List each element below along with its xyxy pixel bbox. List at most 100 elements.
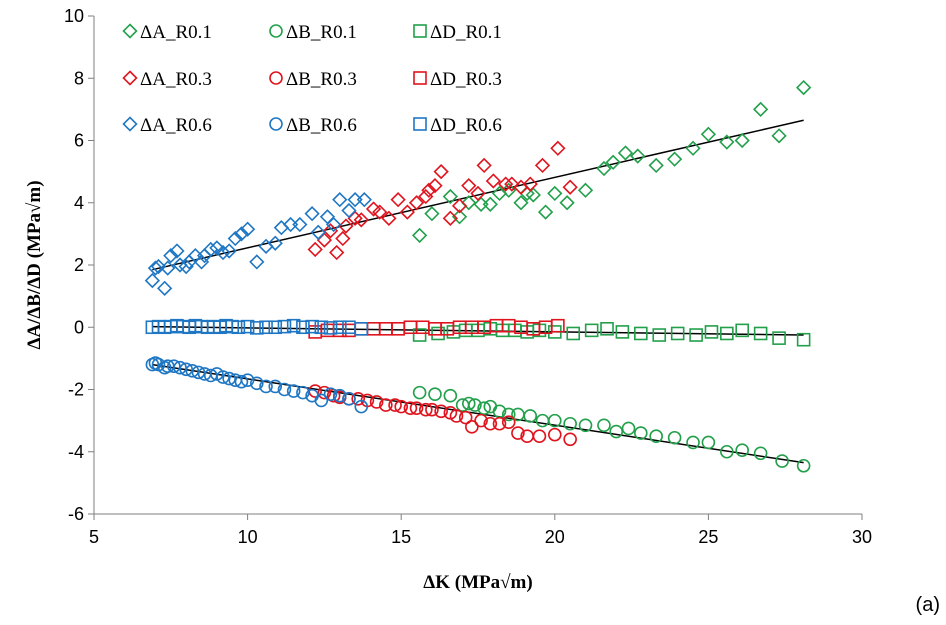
data-point-diamond: [482, 196, 498, 212]
data-point-diamond: [356, 192, 372, 208]
data-point-circle: [532, 429, 547, 443]
data-point-diamond: [498, 176, 514, 192]
data-point-diamond: [307, 241, 323, 258]
data-point-diamond: [433, 163, 449, 180]
data-point-square: [796, 332, 811, 347]
data-point-circle: [609, 424, 624, 439]
data-point-diamond: [547, 185, 563, 202]
data-point-circle: [388, 398, 402, 412]
data-point-diamond: [473, 196, 489, 212]
data-point-diamond: [221, 243, 237, 259]
data-point-circle: [547, 427, 562, 442]
data-point-square: [615, 325, 630, 339]
data-point-square: [240, 319, 255, 334]
data-point-circle: [317, 385, 332, 400]
data-point-diamond: [412, 227, 428, 244]
data-point-diamond: [700, 126, 717, 142]
data-point-diamond: [147, 260, 164, 276]
data-point-diamond: [390, 192, 406, 208]
data-point-circle: [511, 426, 525, 440]
data-point-square: [354, 322, 369, 336]
data-point-square: [250, 321, 264, 335]
legend: ΔA_R0.1 ΔB_R0.1 ΔD_R0.1 ΔA_R0.3 ΔB_R0.3 ΔD_R0…: [122, 22, 502, 136]
data-point-diamond: [249, 254, 265, 270]
data-point-square: [231, 320, 246, 335]
trendlines: [152, 119, 804, 464]
data-point-circle: [216, 370, 230, 384]
data-point-diamond: [666, 151, 683, 167]
data-point-diamond: [501, 182, 517, 198]
data-point-diamond: [605, 154, 621, 170]
data-point-diamond: [424, 206, 440, 222]
data-point-diamond: [325, 216, 342, 233]
data-point-diamond: [310, 224, 326, 240]
legend-marker-square: [413, 117, 427, 131]
legend-marker-square: [413, 71, 427, 85]
data-point-diamond: [227, 230, 243, 247]
data-point-square: [332, 320, 347, 335]
data-point-diamond: [534, 157, 551, 174]
data-point-circle: [332, 388, 347, 403]
data-point-diamond: [525, 187, 541, 203]
y-tick-label: 6: [74, 131, 84, 151]
y-tick-label: 0: [74, 317, 84, 337]
data-point-diamond: [427, 177, 443, 194]
data-point-circle: [621, 421, 636, 436]
data-point-circle: [259, 379, 273, 394]
data-points: [144, 79, 812, 473]
data-point-square: [772, 331, 786, 345]
data-point-diamond: [304, 206, 320, 222]
data-point-diamond: [442, 210, 458, 226]
data-point-diamond: [461, 177, 477, 194]
data-point-square: [566, 326, 581, 341]
legend-marker-diamond: [122, 23, 138, 39]
data-point-square: [600, 322, 614, 336]
data-point-diamond: [163, 248, 179, 264]
data-point-square: [428, 322, 442, 336]
data-point-square: [314, 320, 329, 335]
data-point-circle: [701, 435, 716, 450]
data-point-circle: [465, 420, 479, 434]
data-point-circle: [428, 387, 442, 401]
data-point-circle: [501, 415, 516, 429]
data-point-circle: [286, 384, 301, 398]
data-point-diamond: [476, 157, 492, 174]
data-point-circle: [409, 401, 424, 415]
y-tick-label: 4: [74, 193, 84, 213]
data-point-diamond: [353, 212, 369, 228]
data-point-circle: [173, 360, 187, 375]
data-point-circle: [720, 444, 734, 459]
data-point-diamond: [451, 198, 468, 214]
data-point-diamond: [347, 192, 363, 208]
data-point-diamond: [341, 202, 357, 219]
data-point-diamond: [577, 182, 594, 198]
data-point-square: [277, 319, 292, 334]
data-point-square: [704, 325, 719, 339]
data-point-diamond: [160, 260, 176, 276]
data-point-diamond: [338, 218, 354, 234]
data-point-circle: [443, 388, 458, 403]
legend-label: ΔB_R0.3: [286, 69, 357, 90]
x-tick-label: 25: [698, 527, 718, 547]
data-point-diamond: [209, 240, 225, 256]
data-point-circle: [775, 454, 789, 468]
data-point-circle: [403, 401, 418, 415]
data-point-square: [342, 323, 356, 338]
panel-label: (a): [916, 594, 940, 616]
axes: -6 -4 -2 0 2 4 6 8 10 5 10 15 20 25 30: [64, 6, 872, 547]
data-point-diamond: [322, 223, 339, 239]
data-point-circle: [425, 402, 439, 417]
y-tick-label: 8: [74, 68, 84, 88]
data-point-diamond: [399, 204, 415, 220]
data-point-circle: [501, 407, 516, 422]
data-point-circle: [434, 404, 448, 419]
y-tick-label: 2: [74, 255, 84, 275]
data-point-square: [431, 326, 445, 341]
data-point-circle: [418, 402, 433, 417]
data-point-diamond: [408, 195, 425, 211]
data-point-circle: [185, 364, 200, 378]
y-tick-label: -4: [68, 442, 84, 462]
data-point-diamond: [796, 79, 812, 96]
data-point-square: [584, 323, 599, 338]
